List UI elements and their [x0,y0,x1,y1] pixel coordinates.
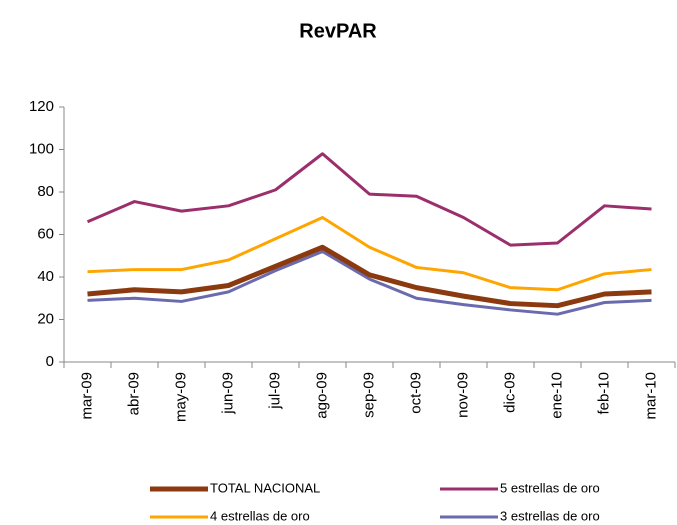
series-line [87,216,652,292]
x-tick-label: oct-09 [407,372,424,414]
y-tick-label: 120 [29,98,54,115]
x-tick-label: dic-09 [501,372,518,413]
y-tick-label: 20 [37,310,54,327]
y-tick-label: 100 [29,140,54,157]
x-tick-label: jun-09 [219,372,236,415]
x-tick-label: mar-10 [642,372,659,420]
x-tick-label: ago-09 [313,372,330,419]
x-tick-label: may-09 [172,372,189,422]
y-tick-label: 40 [37,268,54,285]
legend-label: TOTAL NACIONAL [210,480,320,495]
legend-label: 3 estrellas de oro [500,508,600,523]
x-tick-label: sep-09 [360,372,377,418]
series-line [87,244,652,309]
x-tick-label: jul-09 [266,372,283,410]
series-line [86,152,652,247]
chart-title: RevPAR [299,20,377,42]
legend-label: 4 estrellas de oro [210,508,310,523]
x-tick-label: mar-09 [78,372,95,420]
x-tick-label: nov-09 [454,372,471,418]
y-tick-label: 0 [46,353,54,370]
legend-label: 5 estrellas de oro [500,480,600,495]
x-tick-label: abr-09 [125,372,142,415]
x-tick-label: ene-10 [548,372,565,419]
y-tick-label: 60 [37,225,54,242]
series-line [87,250,652,316]
y-tick-label: 80 [37,183,54,200]
x-tick-label: feb-10 [595,372,612,415]
